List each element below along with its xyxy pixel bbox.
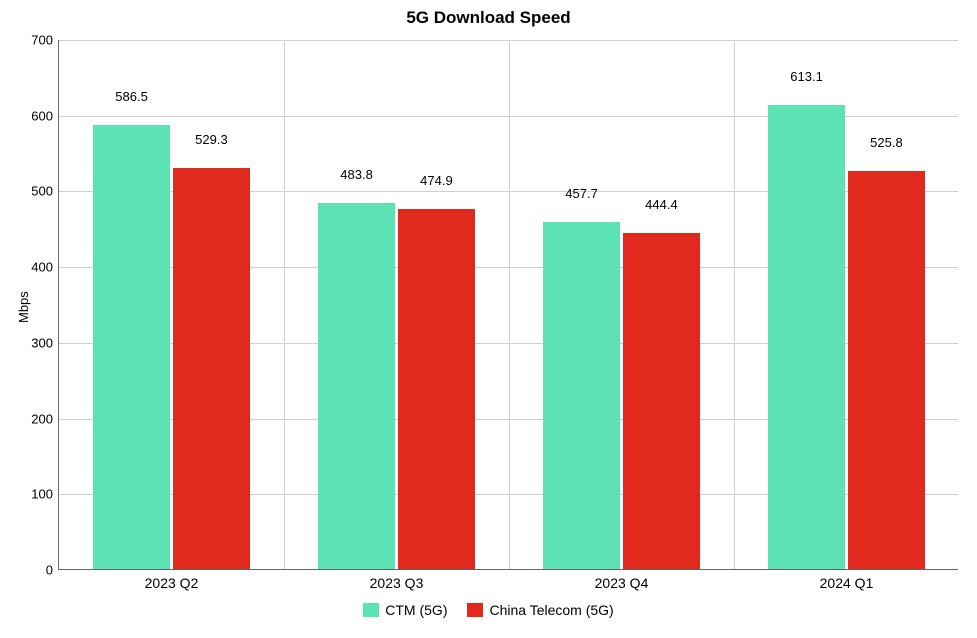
bar-value-label: 474.9 <box>420 173 453 191</box>
legend-swatch <box>363 603 379 617</box>
y-tick-label: 600 <box>31 108 59 123</box>
y-tick-label: 200 <box>31 411 59 426</box>
bar-value-label: 613.1 <box>790 69 823 87</box>
bar-value-label: 483.8 <box>340 167 373 185</box>
bar-value-label: 444.4 <box>645 197 678 215</box>
y-tick-label: 500 <box>31 184 59 199</box>
x-tick-label: 2024 Q1 <box>820 569 874 591</box>
y-tick-label: 300 <box>31 335 59 350</box>
chart-container: 5G Download Speed Mbps 0 100 200 300 400 500 6… <box>0 0 977 638</box>
y-axis-label: Mbps <box>16 291 31 323</box>
bar <box>623 233 701 569</box>
bar-value-label: 525.8 <box>870 135 903 153</box>
x-tick-label: 2023 Q4 <box>595 569 649 591</box>
legend-swatch <box>467 603 483 617</box>
bar <box>398 209 476 569</box>
legend-label: CTM (5G) <box>385 602 447 618</box>
bar <box>848 171 926 569</box>
bar <box>93 125 171 569</box>
y-tick-label: 100 <box>31 487 59 502</box>
x-tick-label: 2023 Q2 <box>145 569 199 591</box>
bar <box>173 168 251 569</box>
y-tick-label: 700 <box>31 33 59 48</box>
y-tick-label: 0 <box>46 563 59 578</box>
bar <box>768 105 846 569</box>
bar <box>543 222 621 569</box>
bar <box>318 203 396 569</box>
bar-value-label: 586.5 <box>115 89 148 107</box>
legend-item: CTM (5G) <box>363 602 447 618</box>
y-tick-label: 400 <box>31 260 59 275</box>
legend: CTM (5G) China Telecom (5G) <box>0 602 977 622</box>
bar-value-label: 529.3 <box>195 132 228 150</box>
legend-label: China Telecom (5G) <box>489 602 613 618</box>
group-divider <box>734 40 735 569</box>
x-tick-label: 2023 Q3 <box>370 569 424 591</box>
chart-title: 5G Download Speed <box>0 8 977 28</box>
group-divider <box>509 40 510 569</box>
bar-value-label: 457.7 <box>565 186 598 204</box>
plot-area: 01002003004005006007002023 Q2586.5529.32… <box>58 40 958 570</box>
group-divider <box>284 40 285 569</box>
legend-item: China Telecom (5G) <box>467 602 613 618</box>
